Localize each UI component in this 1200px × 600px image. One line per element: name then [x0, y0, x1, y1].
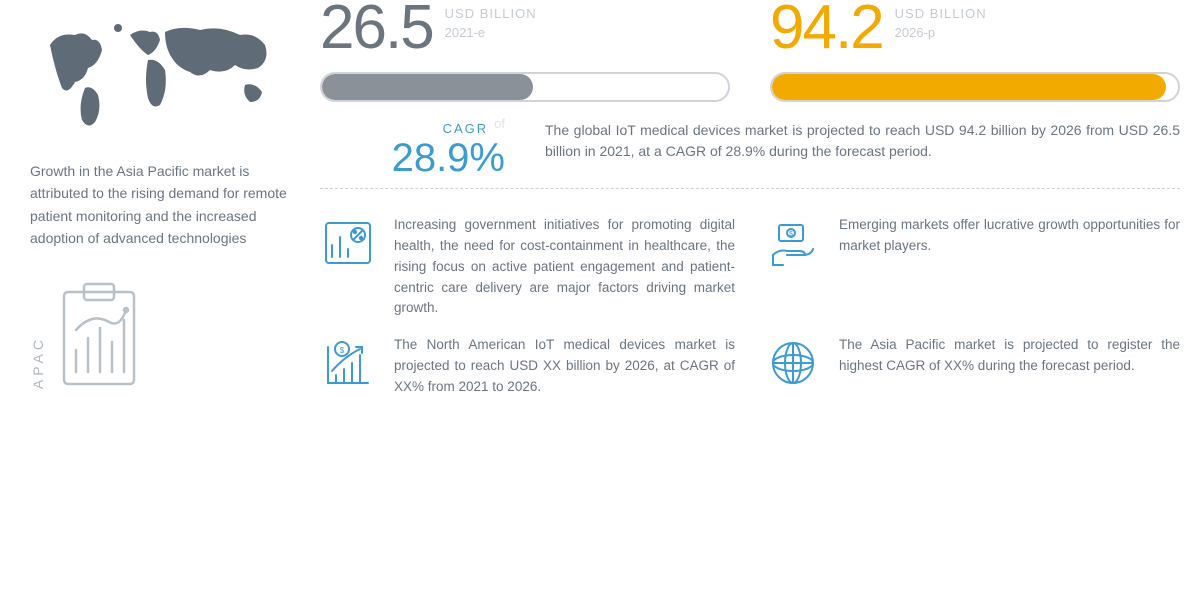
- year-2026: 2026-p: [895, 25, 987, 40]
- cell-drivers-text: Increasing government initiatives for pr…: [394, 215, 735, 320]
- chart-percent-icon: [320, 215, 376, 271]
- cell-opportunity: $ Emerging markets offer lucrative growt…: [765, 215, 1180, 320]
- cell-na-text: The North American IoT medical devices m…: [394, 335, 735, 398]
- progress-bar-2021: [320, 72, 730, 102]
- money-hand-icon: $: [765, 215, 821, 271]
- progress-bar-2026: [770, 72, 1180, 102]
- summary-text: The global IoT medical devices market is…: [545, 120, 1180, 163]
- progress-fill-2026: [772, 74, 1166, 100]
- divider-1: [320, 188, 1180, 189]
- apac-block: APAC: [30, 280, 300, 390]
- left-description: Growth in the Asia Pacific market is att…: [30, 160, 300, 250]
- progress-fill-2021: [322, 74, 533, 100]
- svg-text:$: $: [789, 231, 793, 238]
- cell-na: $ The North American IoT medical devices…: [320, 335, 735, 398]
- metrics-row: 26.5 USD BILLION 2021-e 94.2 USD BILLION…: [320, 0, 1180, 102]
- left-sidebar: Growth in the Asia Pacific market is att…: [0, 0, 320, 600]
- row-1: Increasing government initiatives for pr…: [320, 215, 1180, 320]
- year-2021: 2021-e: [445, 25, 537, 40]
- cell-drivers: Increasing government initiatives for pr…: [320, 215, 735, 320]
- svg-text:$: $: [340, 346, 345, 355]
- value-2021: 26.5: [320, 0, 433, 56]
- world-map-icon: [30, 10, 290, 140]
- cell-apac: The Asia Pacific market is projected to …: [765, 335, 1180, 398]
- cell-opportunity-text: Emerging markets offer lucrative growth …: [839, 215, 1180, 257]
- unit-2021: USD BILLION: [445, 6, 537, 21]
- cagr-label: CAGR: [443, 121, 489, 136]
- row-2: $ The North American IoT medical devices…: [320, 335, 1180, 398]
- cagr-row: CAGR of 28.9% The global IoT medical dev…: [320, 120, 1180, 178]
- cagr-value: 28.9%: [305, 138, 505, 178]
- growth-dollar-icon: $: [320, 335, 376, 391]
- metric-2021: 26.5 USD BILLION 2021-e: [320, 0, 730, 102]
- unit-2026: USD BILLION: [895, 6, 987, 21]
- cagr-of: of: [494, 116, 505, 131]
- cell-apac-text: The Asia Pacific market is projected to …: [839, 335, 1180, 377]
- value-2026: 94.2: [770, 0, 883, 56]
- cagr-metric: CAGR of 28.9%: [305, 120, 505, 178]
- main-content: 26.5 USD BILLION 2021-e 94.2 USD BILLION…: [320, 0, 1200, 600]
- apac-label: APAC: [30, 336, 46, 389]
- clipboard-chart-icon: [54, 280, 144, 390]
- metric-2026: 94.2 USD BILLION 2026-p: [770, 0, 1180, 102]
- globe-icon: [765, 335, 821, 391]
